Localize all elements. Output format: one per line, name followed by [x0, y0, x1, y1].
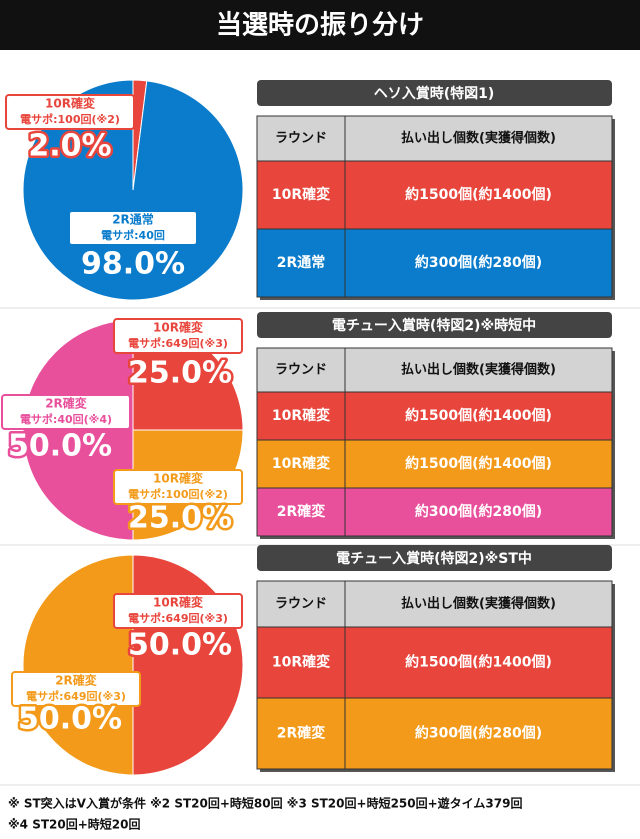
slice-value-label: 50.0% — [18, 702, 122, 737]
table-title: ヘソ入賞時(特図1) — [374, 85, 495, 102]
slice-value-label: 50.0% — [128, 628, 232, 663]
table-cell: 10R確変 — [272, 654, 330, 671]
table-title-bar — [257, 312, 612, 338]
slice-category: 10R確変 — [153, 595, 204, 610]
table-header: 払い出し個数(実獲得個数) — [401, 362, 556, 378]
table-cell: 約300個(約280個) — [415, 503, 542, 520]
header-bar — [0, 0, 640, 50]
label-box — [68, 210, 198, 246]
table-cell: 約1500個(約1400個) — [405, 186, 552, 203]
table-header-bg — [256, 580, 613, 628]
table-header-bg — [256, 347, 613, 393]
slice-sublabel: 電サポ:649回(※3) — [26, 689, 126, 703]
table-title: 電チュー入賞時(特図2)※ST中 — [336, 550, 532, 567]
slice-sublabel: 電サポ:649回(※3) — [128, 611, 228, 625]
slice-value-label: 2.0% — [28, 129, 111, 164]
slice-value-label: 25.0% — [128, 356, 232, 391]
table-row-bg — [256, 487, 613, 537]
slice-category: 10R確変 — [153, 320, 204, 335]
table-header: ラウンド — [275, 131, 327, 146]
table-title-bar — [257, 80, 612, 106]
slice-category: 2R確変 — [45, 396, 88, 411]
slice-sublabel: 電サポ:40回(※4) — [20, 412, 112, 426]
table-title: 電チュー入賞時(特図2)※時短中 — [332, 317, 536, 334]
footnote: ※4 ST20回+時短20回 — [8, 817, 140, 832]
pie-slice — [22, 554, 134, 776]
table-header: 払い出し個数(実獲得個数) — [401, 596, 556, 612]
slice-category: 2R通常 — [112, 212, 154, 227]
table-cell: 2R確変 — [277, 725, 326, 742]
table-cell: 10R確変 — [272, 455, 330, 472]
table-header: 払い出し個数(実獲得個数) — [401, 130, 556, 146]
table-cell: 2R確変 — [277, 503, 326, 520]
label-box — [11, 671, 141, 707]
table-cell: 10R確変 — [272, 407, 330, 424]
slice-sublabel: 電サポ:40回 — [101, 228, 165, 242]
table-cell: 約300個(約280個) — [415, 725, 542, 742]
slice-sublabel: 電サポ:100回(※2) — [128, 487, 228, 501]
table-cell: 約1500個(約1400個) — [405, 407, 552, 424]
table-row-bg — [256, 439, 613, 489]
pie-slice — [132, 554, 244, 776]
page-title: 当選時の振り分け — [216, 11, 424, 41]
slice-category: 2R確変 — [55, 673, 98, 688]
table-row-bg — [256, 697, 613, 770]
table-row-bg — [256, 626, 613, 699]
slice-value-label: 25.0% — [128, 501, 232, 536]
label-box — [5, 94, 135, 130]
table-cell: 約1500個(約1400個) — [405, 455, 552, 472]
slice-category: 10R確変 — [153, 471, 204, 486]
slice-category: 10R確変 — [45, 96, 96, 111]
table-header: ラウンド — [275, 597, 327, 612]
label-box — [113, 318, 243, 354]
label-box — [1, 394, 131, 430]
table-row-bg — [256, 228, 613, 298]
table-row-bg — [256, 160, 613, 230]
table-row-bg — [256, 391, 613, 441]
label-box — [113, 593, 243, 629]
slice-sublabel: 電サポ:649回(※3) — [128, 336, 228, 350]
footnote: ※ ST突入はV入賞が条件 ※2 ST20回+時短80回 ※3 ST20回+時短… — [8, 796, 522, 811]
slice-sublabel: 電サポ:100回(※2) — [20, 112, 120, 126]
table-header-bg — [256, 115, 613, 162]
table-title-bar — [257, 545, 612, 571]
table-cell: 2R通常 — [277, 254, 326, 271]
table-cell: 約300個(約280個) — [415, 254, 542, 271]
slice-value-label: 50.0% — [8, 429, 112, 464]
label-box — [113, 469, 243, 505]
table-cell: 約1500個(約1400個) — [405, 654, 552, 671]
slice-value-label: 98.0% — [81, 247, 185, 282]
table-cell: 10R確変 — [272, 186, 330, 203]
table-header: ラウンド — [275, 363, 327, 378]
